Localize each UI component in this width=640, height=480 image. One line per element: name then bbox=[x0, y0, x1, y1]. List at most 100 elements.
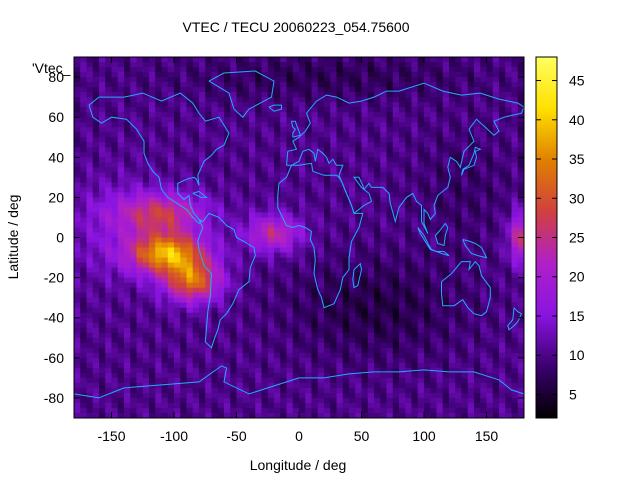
heatmap-cell bbox=[480, 57, 487, 63]
heatmap-cell bbox=[342, 152, 350, 158]
heatmap-cell bbox=[411, 312, 419, 319]
heatmap-cell bbox=[130, 297, 137, 304]
heatmap-cell bbox=[455, 302, 462, 309]
heatmap-cell bbox=[492, 267, 500, 273]
heatmap-cell bbox=[211, 182, 219, 188]
heatmap-cell bbox=[74, 287, 81, 294]
heatmap-cell bbox=[436, 232, 444, 238]
heatmap-cell bbox=[142, 217, 150, 223]
heatmap-cell bbox=[461, 192, 469, 198]
heatmap-cell bbox=[167, 72, 175, 78]
heatmap-cell bbox=[355, 82, 362, 88]
heatmap-cell bbox=[117, 127, 125, 133]
heatmap-cell bbox=[167, 357, 175, 364]
heatmap-cell bbox=[430, 277, 437, 284]
heatmap-cell bbox=[336, 222, 344, 228]
heatmap-cell bbox=[467, 92, 475, 98]
heatmap-cell bbox=[236, 392, 244, 399]
heatmap-cell bbox=[130, 317, 137, 324]
heatmap-cell bbox=[236, 342, 244, 349]
heatmap-cell bbox=[205, 387, 212, 394]
heatmap-cell bbox=[417, 142, 425, 148]
heatmap-cell bbox=[155, 377, 162, 384]
heatmap-cell bbox=[80, 287, 87, 294]
heatmap-cell bbox=[99, 392, 106, 399]
heatmap-cell bbox=[255, 112, 262, 118]
heatmap-cell bbox=[280, 322, 287, 329]
heatmap-cell bbox=[349, 232, 356, 238]
heatmap-cell bbox=[449, 147, 456, 153]
heatmap-cell bbox=[130, 162, 137, 168]
heatmap-cell bbox=[411, 92, 419, 98]
heatmap-cell bbox=[174, 62, 181, 68]
heatmap-cell bbox=[99, 72, 106, 78]
heatmap-cell bbox=[124, 207, 131, 213]
heatmap-cell bbox=[249, 322, 256, 329]
heatmap-cell bbox=[155, 297, 162, 304]
heatmap-cell bbox=[242, 342, 250, 349]
heatmap-cell bbox=[486, 277, 494, 284]
heatmap-cell bbox=[230, 252, 237, 258]
heatmap-cell bbox=[155, 267, 162, 273]
heatmap-cell bbox=[455, 287, 462, 294]
heatmap-cell bbox=[286, 97, 294, 103]
heatmap-cell bbox=[442, 177, 450, 183]
heatmap-cell bbox=[142, 362, 150, 369]
heatmap-cell bbox=[405, 317, 412, 324]
heatmap-cell bbox=[367, 217, 375, 223]
heatmap-cell bbox=[74, 107, 81, 113]
heatmap-cell bbox=[242, 57, 250, 63]
heatmap-cell bbox=[424, 322, 431, 329]
heatmap-cell bbox=[392, 367, 400, 374]
heatmap-cell bbox=[186, 157, 194, 163]
heatmap-cell bbox=[436, 82, 444, 88]
heatmap-cell bbox=[349, 162, 356, 168]
heatmap-cell bbox=[305, 267, 312, 273]
heatmap-cell bbox=[136, 327, 144, 334]
heatmap-cell bbox=[499, 257, 506, 263]
heatmap-cell bbox=[205, 362, 212, 369]
heatmap-cell bbox=[142, 147, 150, 153]
heatmap-cell bbox=[424, 372, 431, 379]
heatmap-cell bbox=[111, 267, 119, 273]
heatmap-cell bbox=[174, 282, 181, 289]
heatmap-cell bbox=[349, 192, 356, 198]
heatmap-cell bbox=[342, 132, 350, 138]
heatmap-cell bbox=[455, 62, 462, 68]
heatmap-cell bbox=[117, 382, 125, 389]
heatmap-cell bbox=[380, 182, 387, 188]
heatmap-cell bbox=[199, 137, 206, 143]
heatmap-cell bbox=[124, 297, 131, 304]
heatmap-cell bbox=[486, 197, 494, 203]
heatmap-cell bbox=[486, 162, 494, 168]
heatmap-cell bbox=[180, 312, 187, 319]
heatmap-cell bbox=[261, 407, 269, 414]
heatmap-cell bbox=[355, 272, 362, 279]
heatmap-cell bbox=[299, 372, 306, 379]
heatmap-cell bbox=[374, 257, 381, 263]
heatmap-cell bbox=[105, 177, 112, 183]
heatmap-cell bbox=[480, 397, 487, 404]
heatmap-cell bbox=[261, 137, 269, 143]
heatmap-cell bbox=[99, 317, 106, 324]
heatmap-cell bbox=[99, 302, 106, 309]
heatmap-cell bbox=[80, 57, 87, 63]
heatmap-cell bbox=[255, 227, 262, 233]
heatmap-cell bbox=[392, 187, 400, 193]
heatmap-cell bbox=[342, 87, 350, 93]
heatmap-cell bbox=[92, 122, 100, 128]
heatmap-cell bbox=[149, 137, 156, 143]
heatmap-cell bbox=[186, 137, 194, 143]
heatmap-cell bbox=[261, 112, 269, 118]
heatmap-cell bbox=[130, 232, 137, 238]
heatmap-cell bbox=[92, 307, 100, 314]
heatmap-cell bbox=[455, 232, 462, 238]
heatmap-cell bbox=[111, 272, 119, 279]
heatmap-cell bbox=[405, 62, 412, 68]
heatmap-cell bbox=[180, 287, 187, 294]
heatmap-cell bbox=[336, 117, 344, 123]
heatmap-cell bbox=[286, 87, 294, 93]
heatmap-cell bbox=[336, 262, 344, 268]
heatmap-cell bbox=[224, 352, 231, 359]
heatmap-cell bbox=[117, 142, 125, 148]
